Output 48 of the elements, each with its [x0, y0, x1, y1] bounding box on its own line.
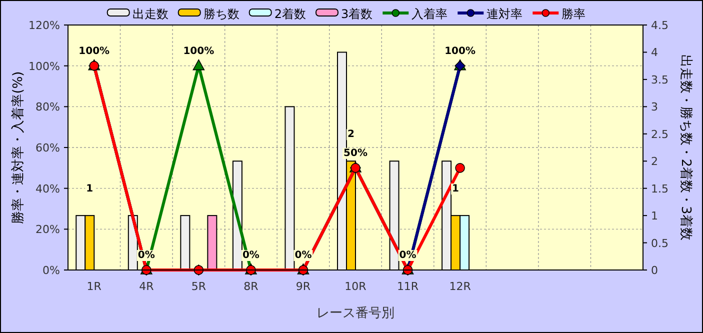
y-tick-label: 120%: [28, 19, 60, 32]
x-tick-label: 8R: [244, 280, 259, 293]
x-axis-title: レース番号別: [316, 306, 394, 321]
data-label: 0%: [294, 250, 312, 261]
point: [455, 163, 465, 173]
y2-tick-label: 4.5: [651, 19, 668, 32]
y2-tick-label: 4: [651, 46, 658, 60]
y2-tick-label: 1: [651, 210, 658, 223]
y2-tick-label: 2.5: [651, 128, 668, 141]
legend-label: 勝ち数: [203, 7, 240, 21]
point: [192, 59, 205, 70]
y-tick-label: 20%: [36, 223, 60, 236]
legend-label: 出走数: [132, 7, 168, 21]
legend-label: 2着数: [274, 7, 306, 21]
x-tick-label: 9R: [296, 280, 311, 293]
data-label: 1: [452, 184, 460, 195]
data-label: 50%: [344, 148, 368, 159]
y-tick-label: 60%: [36, 142, 60, 154]
legend-label: 連対率: [486, 7, 523, 21]
y2-tick-label: 0: [651, 264, 658, 277]
data-label: 100%: [444, 46, 476, 57]
data-label: 0%: [242, 250, 260, 261]
y2-tick-label: 0.5: [651, 236, 668, 250]
data-label: 0%: [138, 250, 155, 261]
data-label: 100%: [183, 46, 214, 57]
data-label: 2: [348, 129, 355, 140]
y2-tick-label: 1.5: [651, 182, 668, 196]
legend-label: 勝率: [562, 7, 586, 21]
x-tick-label: 10R: [344, 280, 367, 293]
y-tick-label: 100%: [28, 60, 60, 73]
x-tick-label: 11R: [396, 280, 419, 293]
x-tick-label: 5R: [191, 280, 206, 293]
y-axis-title: 勝率・連対率・入着率(%): [10, 71, 26, 224]
y2-tick-label: 3.5: [651, 73, 668, 86]
data-label: 100%: [78, 46, 110, 57]
y2-axis-title: 出走数・勝ち数・2着数・3着数: [678, 54, 694, 240]
x-tick-label: 4R: [139, 280, 154, 293]
y2-tick-label: 3: [651, 100, 658, 114]
data-label: 0%: [399, 250, 416, 261]
x-tick-label: 12R: [449, 280, 472, 293]
y-tick-label: 0%: [42, 264, 60, 277]
y2-tick-label: 2: [651, 155, 658, 168]
y-tick-label: 40%: [36, 182, 60, 196]
x-tick-label: 1R: [86, 280, 102, 293]
legend-label: 3着数: [341, 7, 373, 21]
legend-label: 入着率: [412, 7, 448, 21]
data-label: 1: [86, 184, 94, 195]
y-tick-label: 80%: [36, 100, 60, 114]
